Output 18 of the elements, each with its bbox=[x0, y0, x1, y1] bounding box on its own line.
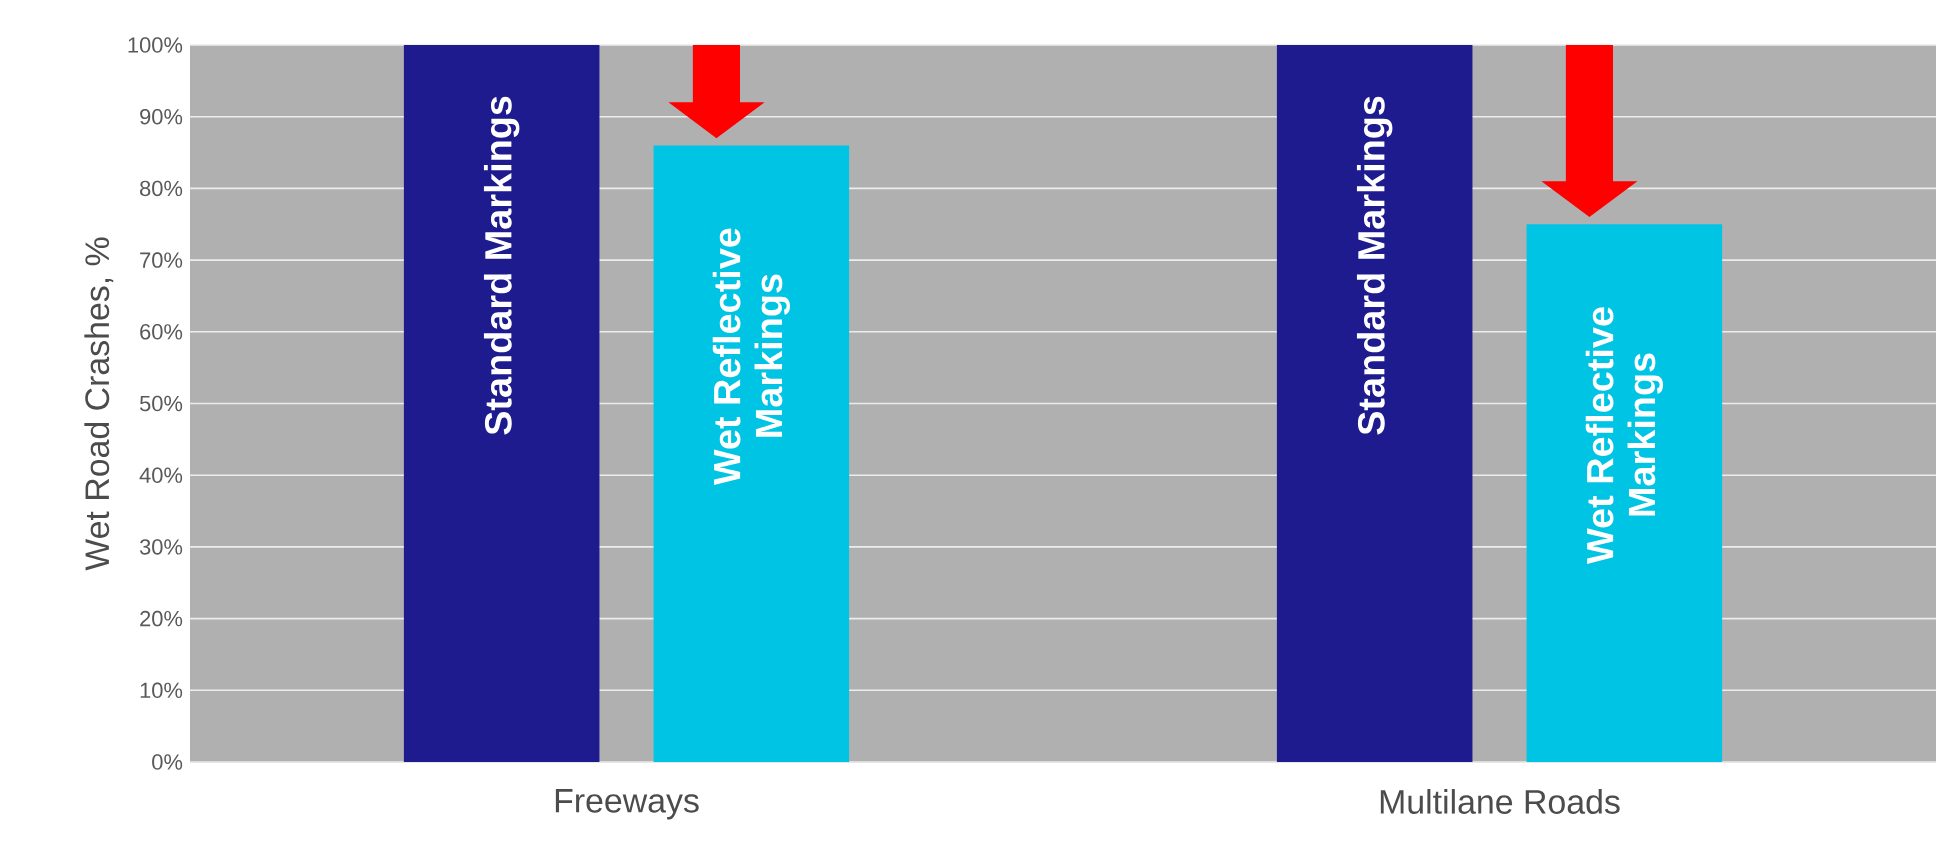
y-tick-label: 10% bbox=[140, 682, 183, 699]
y-tick-label: 90% bbox=[140, 108, 183, 125]
text: Wet Reflective Markings bbox=[1585, 307, 1664, 564]
series-label: Standard Markings bbox=[483, 96, 520, 435]
x-tick-label: Multilane Roads bbox=[1380, 789, 1620, 814]
text: Standard Markings bbox=[1356, 96, 1393, 435]
y-tick-label: 80% bbox=[140, 180, 183, 197]
y-tick-label: 50% bbox=[139, 395, 183, 412]
y-axis-title: Wet Road Crashes, % bbox=[84, 237, 114, 571]
y-tick-label: 30% bbox=[139, 539, 183, 555]
y-tick-label: 20% bbox=[140, 610, 183, 627]
y-tick-label: 60% bbox=[140, 324, 183, 340]
y-tick-label: 100% bbox=[128, 37, 183, 53]
y-tick-label: 0% bbox=[152, 754, 183, 770]
y-tick-label: 70% bbox=[140, 252, 183, 268]
series-label: Wet Reflective Markings bbox=[712, 228, 790, 486]
x-tick-label: Freeways bbox=[555, 789, 699, 820]
y-tick-label: 40% bbox=[139, 467, 183, 483]
